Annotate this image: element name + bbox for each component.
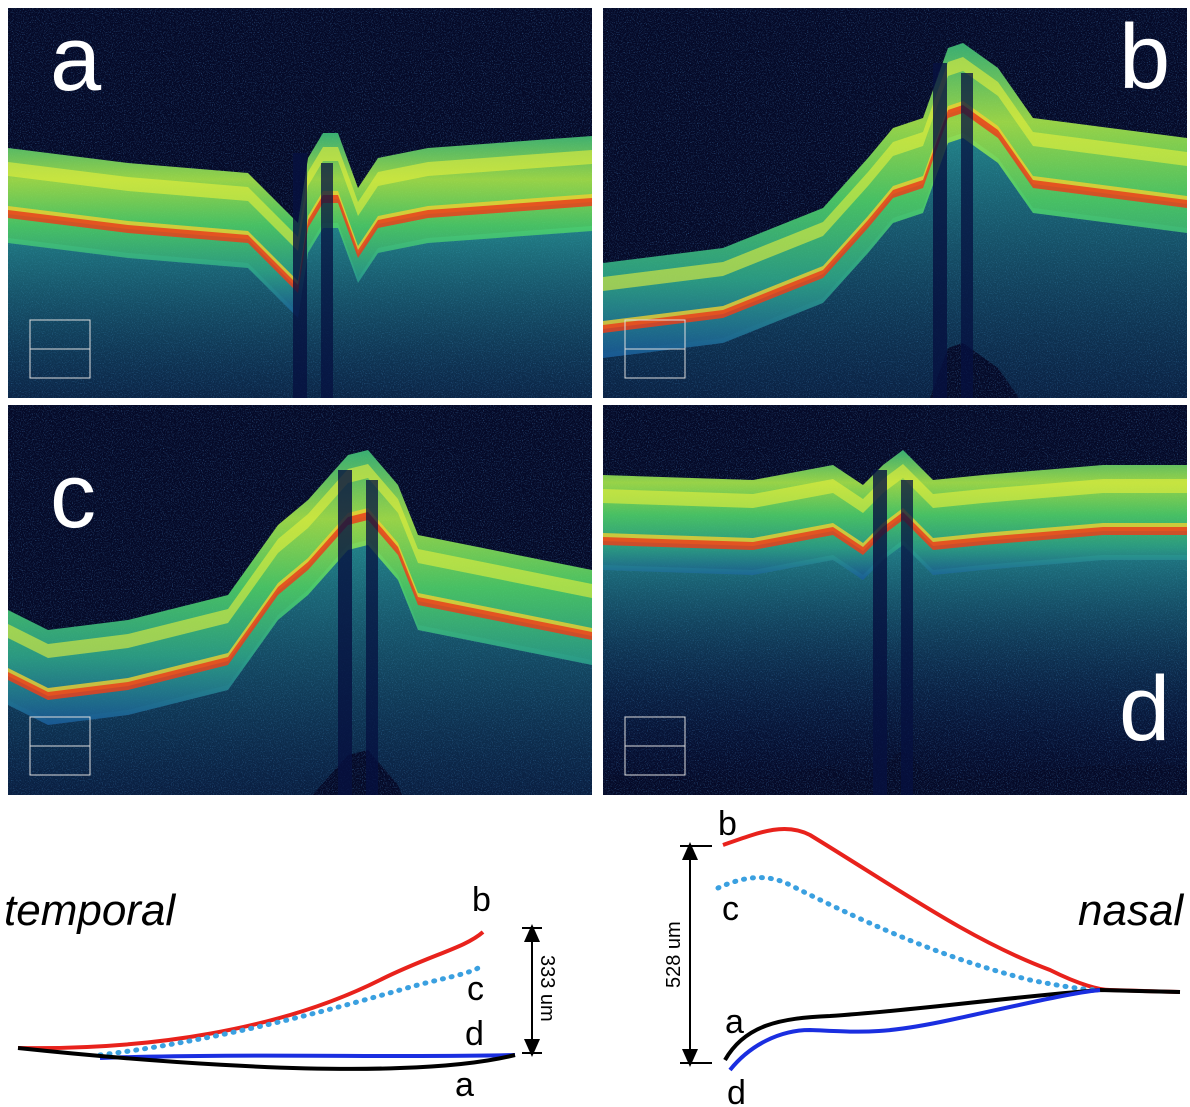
vessel-shadow	[961, 73, 973, 463]
curve-a	[725, 990, 1180, 1060]
curve-label: c	[722, 890, 739, 928]
curve-label: c	[467, 970, 484, 1008]
panel-label: a	[50, 8, 102, 110]
choroid-haze	[603, 540, 1187, 785]
curve-d	[100, 1055, 515, 1058]
curve-d	[730, 990, 1100, 1070]
panel-label: c	[50, 445, 96, 547]
side-label: nasal	[1078, 886, 1184, 935]
profile-diagram: temporal nasal b c d a b c a d 333 um 52…	[4, 805, 1184, 1107]
scale-label: 333 um	[536, 955, 558, 1022]
vessel-shadow	[338, 470, 352, 860]
scale-label: 528 um	[663, 921, 685, 988]
oct-panel: c	[8, 405, 592, 930]
curve-label: a	[725, 1003, 744, 1041]
oct-panel: d	[603, 405, 1187, 870]
panel-label: d	[1119, 658, 1170, 760]
figure: abcd temporal nasal b c d a b c a d 333 …	[0, 0, 1190, 1107]
vessel-shadow	[933, 63, 947, 453]
oct-image	[603, 405, 1187, 870]
vessel-shadow	[366, 480, 378, 870]
curve-label: d	[465, 1015, 484, 1053]
side-label: temporal	[4, 886, 176, 935]
curve-label: b	[718, 805, 737, 843]
vessel-shadow	[901, 480, 913, 870]
curve-label: b	[472, 881, 491, 919]
curve-label: a	[455, 1066, 474, 1104]
curve-label: d	[727, 1074, 746, 1107]
panel-label: b	[1119, 6, 1170, 108]
curve-a	[18, 1048, 515, 1069]
vessel-shadow	[873, 470, 887, 860]
